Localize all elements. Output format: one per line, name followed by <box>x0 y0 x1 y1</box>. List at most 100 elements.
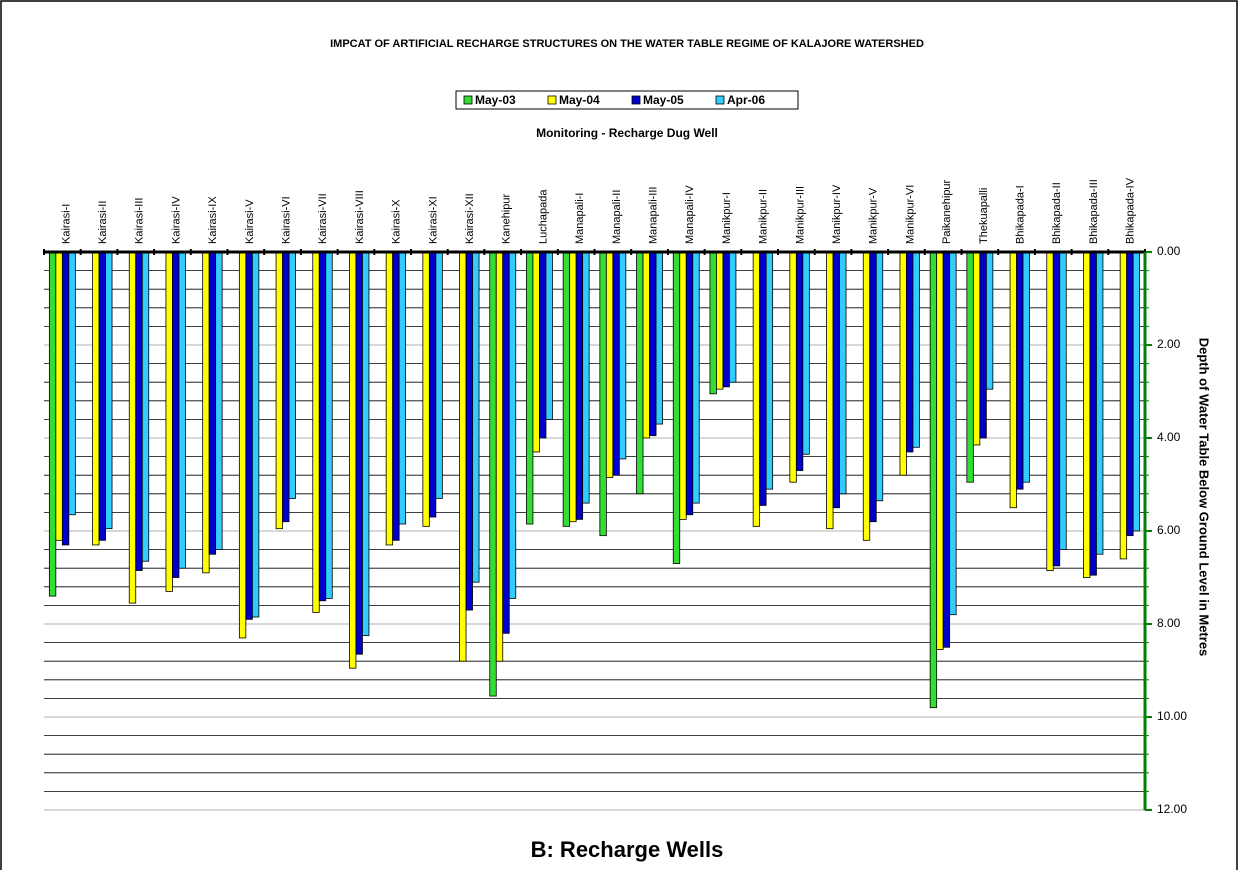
bar <box>839 251 847 495</box>
bar <box>135 251 143 571</box>
bar <box>709 251 717 395</box>
y-tick-label: 8.00 <box>1157 616 1181 630</box>
bar <box>875 251 884 502</box>
bar <box>642 251 650 439</box>
bar <box>275 251 283 530</box>
bar <box>985 251 994 390</box>
bar <box>385 251 394 546</box>
x-tick-label: Manapali-IV <box>684 185 696 244</box>
chart-title: IMPCAT OF ARTIFICIAL RECHARGE STRUCTURES… <box>330 38 924 50</box>
bar <box>826 251 834 530</box>
bar <box>869 251 877 523</box>
y-tick-label: 12.00 <box>1157 802 1187 816</box>
bar <box>1016 251 1024 490</box>
bar <box>1089 251 1097 576</box>
x-tick-label: Kairasi-III <box>134 198 146 244</box>
bar <box>48 251 57 597</box>
bar <box>178 251 186 569</box>
x-tick-label: Manapali-III <box>647 187 659 244</box>
y-tick-label: 6.00 <box>1157 523 1181 537</box>
bar <box>692 251 700 504</box>
x-tick-label: Manikpur-IV <box>831 184 843 244</box>
y-tick-label: 10.00 <box>1157 709 1187 723</box>
bar <box>1022 251 1030 483</box>
bar <box>545 251 553 420</box>
bar <box>759 251 767 506</box>
bar <box>1132 251 1141 532</box>
bar <box>979 251 987 439</box>
x-tick-label: Manapali-I <box>574 193 586 244</box>
legend-label: Apr-06 <box>727 93 765 107</box>
bar <box>942 251 951 648</box>
bar <box>105 251 113 530</box>
x-tick-label: Kairasi-X <box>391 199 403 244</box>
x-tick-label: Kairasi-V <box>244 199 256 244</box>
bar <box>636 251 644 495</box>
x-tick-label: Bhikapada-IV <box>1125 177 1137 244</box>
bar <box>789 251 797 483</box>
bar <box>795 251 804 471</box>
chart-subtitle: Monitoring - Recharge Dug Well <box>536 126 718 140</box>
bar <box>655 251 663 425</box>
x-tick-label: Manikpur-II <box>758 189 770 244</box>
x-tick-label: Kanehipur <box>501 194 513 244</box>
x-tick-label: Bhikapada-III <box>1088 179 1100 244</box>
bar <box>1126 251 1134 537</box>
x-tick-label: Kairasi-IX <box>207 196 219 244</box>
bar <box>1059 251 1067 551</box>
bar <box>582 251 590 504</box>
x-tick-label: Manikpur-III <box>794 186 806 244</box>
bar <box>605 251 614 478</box>
bar <box>202 251 210 574</box>
bar <box>912 251 920 448</box>
bar <box>68 251 76 516</box>
bar <box>61 251 70 546</box>
x-tick-label: Kairasi-VII <box>317 193 329 244</box>
bar <box>966 251 974 483</box>
bar <box>282 251 290 523</box>
bar <box>1096 251 1104 555</box>
bar <box>489 251 497 697</box>
bar <box>92 251 100 546</box>
bar <box>1119 251 1128 560</box>
bar <box>679 251 687 520</box>
bar <box>355 251 363 655</box>
bar <box>618 251 627 460</box>
bar <box>318 251 327 602</box>
bar <box>251 251 260 618</box>
caption: B: Recharge Wells <box>531 837 724 862</box>
bar <box>238 251 247 639</box>
legend-label: May-04 <box>559 93 600 107</box>
x-tick-label: Manapali-II <box>611 190 623 244</box>
bar <box>98 251 106 541</box>
legend-label: May-03 <box>475 93 516 107</box>
bar <box>575 251 584 520</box>
x-tick-label: Thekuapalli <box>978 188 990 244</box>
bar <box>1009 251 1017 509</box>
bar <box>906 251 914 453</box>
legend-swatch <box>631 95 641 105</box>
y-tick-label: 4.00 <box>1157 430 1181 444</box>
x-tick-label: Manikpur-V <box>868 187 880 244</box>
legend-swatch <box>463 95 473 105</box>
bar <box>508 251 517 599</box>
bar <box>1083 251 1091 578</box>
x-tick-label: Paikanehipur <box>941 179 953 244</box>
bar <box>165 251 173 592</box>
bar <box>949 251 957 616</box>
legend-box <box>455 90 799 110</box>
x-tick-label: Manikpur-I <box>721 192 733 244</box>
bar <box>972 251 981 446</box>
bar <box>929 251 938 709</box>
legend-swatch <box>715 95 725 105</box>
bar <box>312 251 320 613</box>
x-tick-label: Kairasi-IV <box>170 196 182 244</box>
legend-label: May-05 <box>643 93 684 107</box>
x-tick-label: Kairasi-XI <box>427 196 439 244</box>
bar <box>569 251 577 523</box>
x-tick-label: Bhikapada-I <box>1014 185 1026 244</box>
bar <box>172 251 180 578</box>
bar <box>672 251 681 564</box>
bar <box>495 251 504 662</box>
